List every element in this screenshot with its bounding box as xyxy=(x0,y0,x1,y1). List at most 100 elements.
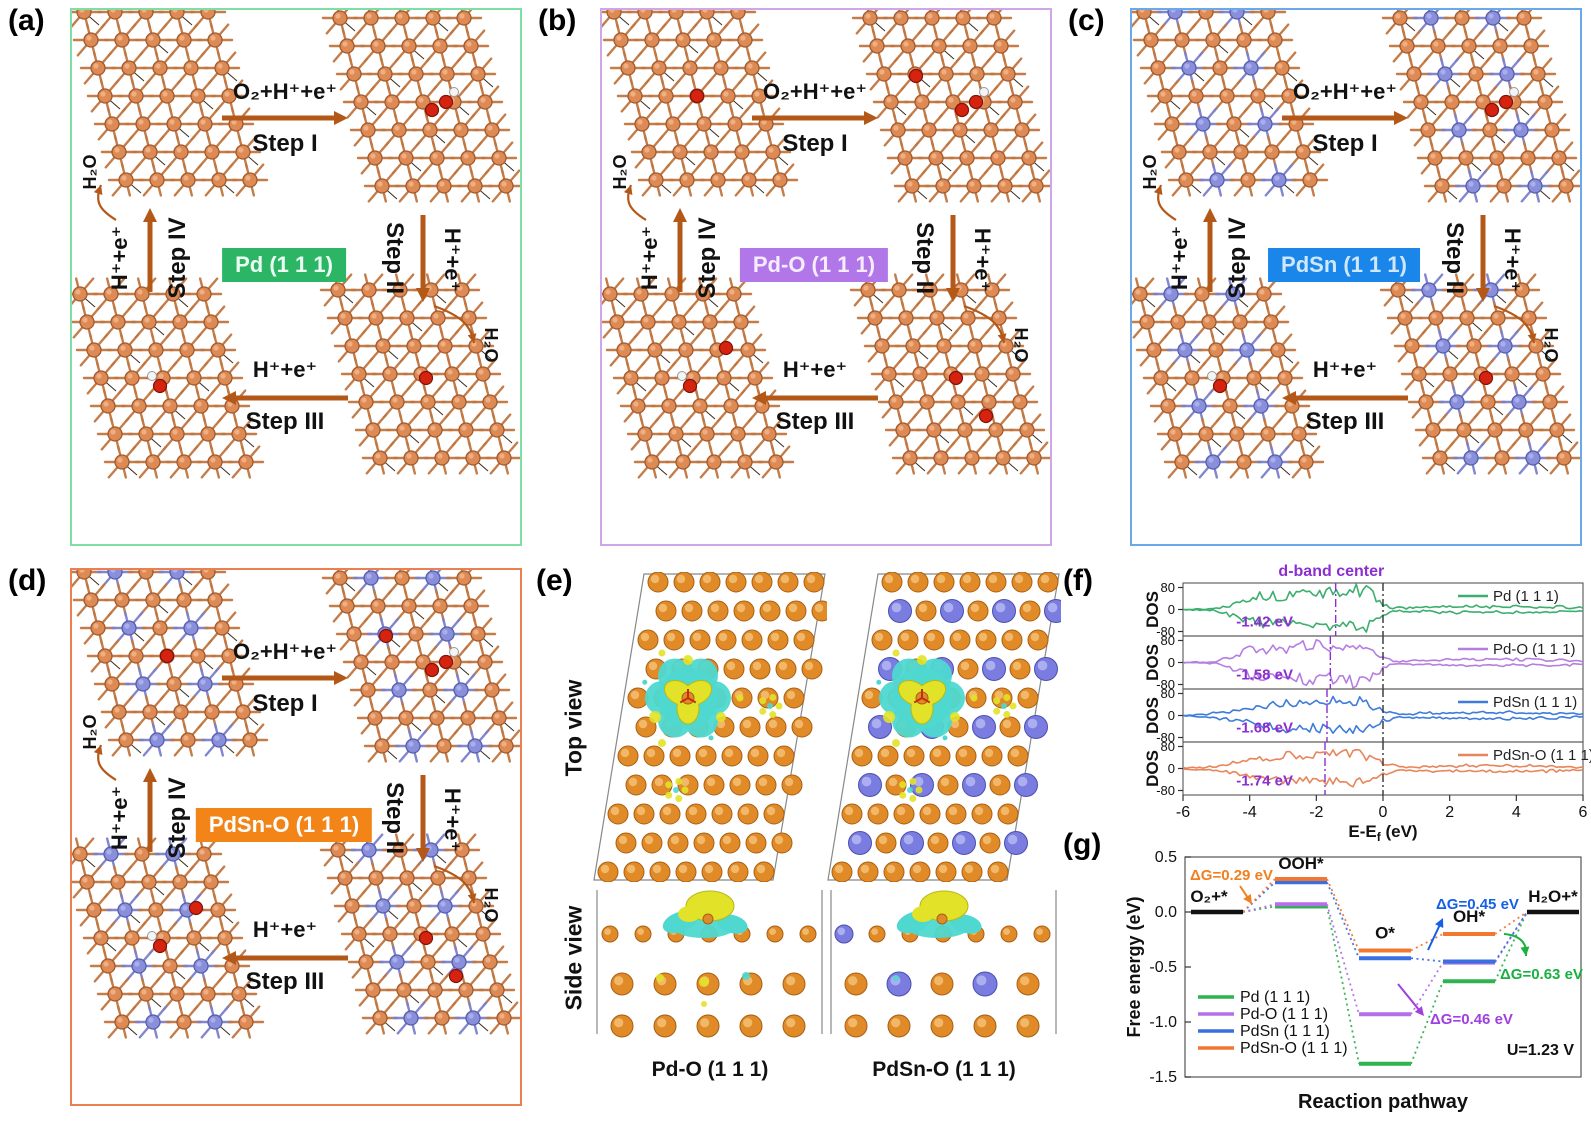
charge-density-isosurface xyxy=(893,890,982,981)
step1-reaction-label: O₂+H⁺+e⁺ xyxy=(763,79,867,104)
dos-legend-2: Pd-O (1 1 1) xyxy=(1493,641,1576,658)
cycle-step-arrows xyxy=(623,111,1007,405)
side-view-label: Side view xyxy=(560,905,587,1011)
h2o-release-label-right: H₂O xyxy=(481,887,501,923)
top-view-pdsn-o-isosurface xyxy=(827,572,1061,882)
svg-text:-1.0: -1.0 xyxy=(1149,1014,1177,1031)
step4-label: Step IV xyxy=(1224,217,1251,299)
cycle-step-arrows xyxy=(93,111,477,405)
step1-label: Step I xyxy=(1312,130,1378,157)
step1-label: Step I xyxy=(782,130,848,157)
fe-x-axis-label: Reaction pathway xyxy=(1298,1091,1469,1113)
dos-legend-3: PdSn (1 1 1) xyxy=(1493,694,1577,711)
cycle-step-arrows xyxy=(93,671,477,965)
step1-label: Step I xyxy=(252,130,318,157)
step3-label: Step III xyxy=(775,408,855,435)
step2-reaction-label: H⁺+e⁺ xyxy=(1500,227,1525,293)
lattice-cluster-br xyxy=(319,273,520,475)
step4-label: Step IV xyxy=(694,217,721,299)
lattice-cluster-br xyxy=(1379,273,1580,475)
lattice-cluster-tr xyxy=(851,10,1050,203)
step3-label: Step III xyxy=(1305,408,1385,435)
state-label-o: O* xyxy=(1375,924,1395,943)
surface-badge: PdSn (1 1 1) xyxy=(1268,248,1420,282)
svg-text:-1.5: -1.5 xyxy=(1149,1069,1177,1086)
step4-reaction-label: H⁺+e⁺ xyxy=(107,785,132,851)
lattice-cluster-tl xyxy=(72,570,269,757)
lattice-cluster-tl xyxy=(1132,10,1329,197)
d-band-center-value-3: -1.68 eV xyxy=(1236,720,1293,737)
fe-y-axis-label: Free energy (eV) xyxy=(1124,896,1144,1037)
top-view-label: Top view xyxy=(560,679,587,777)
d-band-center-value-4: -1.74 eV xyxy=(1236,773,1293,790)
step2-label: Step II xyxy=(1441,221,1468,295)
delta-g-annotation-4: ΔG=0.46 eV xyxy=(1430,1011,1513,1028)
surface-badge: Pd (1 1 1) xyxy=(222,248,346,282)
svg-text:-2: -2 xyxy=(1309,804,1323,821)
svg-text:0: 0 xyxy=(1379,804,1388,821)
h2o-release-label-left: H₂O xyxy=(610,154,630,190)
lattice-cluster-bl xyxy=(1132,277,1325,479)
step2-label: Step II xyxy=(381,781,408,855)
svg-text:4: 4 xyxy=(1512,804,1521,821)
delta-g-annotation-1: ΔG=0.29 eV xyxy=(1190,867,1273,884)
lattice-cluster-br xyxy=(849,273,1050,475)
step1-reaction-label: O₂+H⁺+e⁺ xyxy=(1293,79,1397,104)
step3-reaction-label: H⁺+e⁺ xyxy=(1312,357,1378,382)
step3-reaction-label: H⁺+e⁺ xyxy=(252,917,318,942)
step1-label: Step I xyxy=(252,690,318,717)
step4-reaction-label: H⁺+e⁺ xyxy=(107,225,132,291)
caption-pd-o: Pd-O (1 1 1) xyxy=(651,1058,769,1081)
svg-text:-80: -80 xyxy=(1156,783,1175,798)
panel-pdsn-o-111-reaction-cycle: O₂+H⁺+e⁺ Step I Step II H⁺+e⁺ H₂O H⁺+e⁺ Step I… xyxy=(0,560,530,1122)
svg-text:0: 0 xyxy=(1168,761,1175,776)
surface-badge: Pd-O (1 1 1) xyxy=(739,248,889,282)
lattice-cluster-tr xyxy=(321,570,520,763)
step3-reaction-label: H⁺+e⁺ xyxy=(252,357,318,382)
cycle-box: O₂+H⁺+e⁺ Step I Step II H⁺+e⁺ H₂O H⁺+e⁺ Step I… xyxy=(70,568,522,1106)
step2-label: Step II xyxy=(381,221,408,295)
cycle-diagram xyxy=(72,570,520,1039)
h2o-release-label-right: H₂O xyxy=(1541,327,1561,363)
panel-pd111-reaction-cycle: O₂+H⁺+e⁺ Step I Step II H⁺+e⁺ H₂O H⁺+e⁺ Step I… xyxy=(0,0,530,560)
dos-legend-4: PdSn-O (1 1 1) xyxy=(1493,747,1591,764)
cycle-diagram xyxy=(72,10,520,479)
lattice-cluster-bl xyxy=(72,277,265,479)
side-view-pd-o-isosurface xyxy=(596,890,823,1038)
step3-label: Step III xyxy=(245,968,325,995)
dos-legend-1: Pd (1 1 1) xyxy=(1493,588,1559,605)
charge-density-isosurface xyxy=(642,649,744,748)
svg-text:80: 80 xyxy=(1161,580,1175,595)
svg-text:0.5: 0.5 xyxy=(1155,849,1177,866)
state-label-o2: O₂+* xyxy=(1190,887,1228,906)
svg-text:0: 0 xyxy=(1168,708,1175,723)
cycle-box: O₂+H⁺+e⁺ Step I Step II H⁺+e⁺ H₂O H⁺+e⁺ Step I… xyxy=(600,8,1052,546)
cycle-diagram xyxy=(1132,10,1580,479)
svg-text:-80: -80 xyxy=(1156,624,1175,639)
step3-reaction-label: H⁺+e⁺ xyxy=(782,357,848,382)
state-label-ooh: OOH* xyxy=(1278,854,1324,873)
side-view-pdsn-o-isosurface xyxy=(830,890,1057,1038)
step4-label: Step IV xyxy=(164,217,191,299)
lattice-cluster-br xyxy=(319,833,520,1035)
lattice-cluster-bl xyxy=(72,837,265,1039)
step2-reaction-label: H⁺+e⁺ xyxy=(440,787,465,853)
d-band-center-value-1: -1.42 eV xyxy=(1236,614,1293,631)
panel-e-charge-density: Top view Side view Pd-O (1 1 1) PdSn-O (… xyxy=(530,560,1061,1122)
svg-text:-80: -80 xyxy=(1156,677,1175,692)
dos-title: d-band center xyxy=(1278,563,1384,580)
state-label-oh: OH* xyxy=(1453,907,1486,926)
d-band-center-value-2: -1.58 eV xyxy=(1236,667,1293,684)
lattice-cluster-tr xyxy=(1381,10,1580,203)
cycle-step-arrows xyxy=(1153,111,1537,405)
step1-reaction-label: O₂+H⁺+e⁺ xyxy=(233,639,337,664)
cycle-box: O₂+H⁺+e⁺ Step I Step II H⁺+e⁺ H₂O H⁺+e⁺ Step I… xyxy=(70,8,522,546)
surface-badge: PdSn-O (1 1 1) xyxy=(195,808,373,842)
panel-label-a: (a) xyxy=(8,4,45,37)
cycle-box: O₂+H⁺+e⁺ Step I Step II H⁺+e⁺ H₂O H⁺+e⁺ Step I… xyxy=(1130,8,1582,546)
h2o-release-label-right: H₂O xyxy=(1011,327,1031,363)
applied-potential-label: U=1.23 V xyxy=(1507,1042,1574,1059)
h2o-release-label-left: H₂O xyxy=(1140,154,1160,190)
dos-y-axis-label: DOS xyxy=(1143,591,1162,628)
